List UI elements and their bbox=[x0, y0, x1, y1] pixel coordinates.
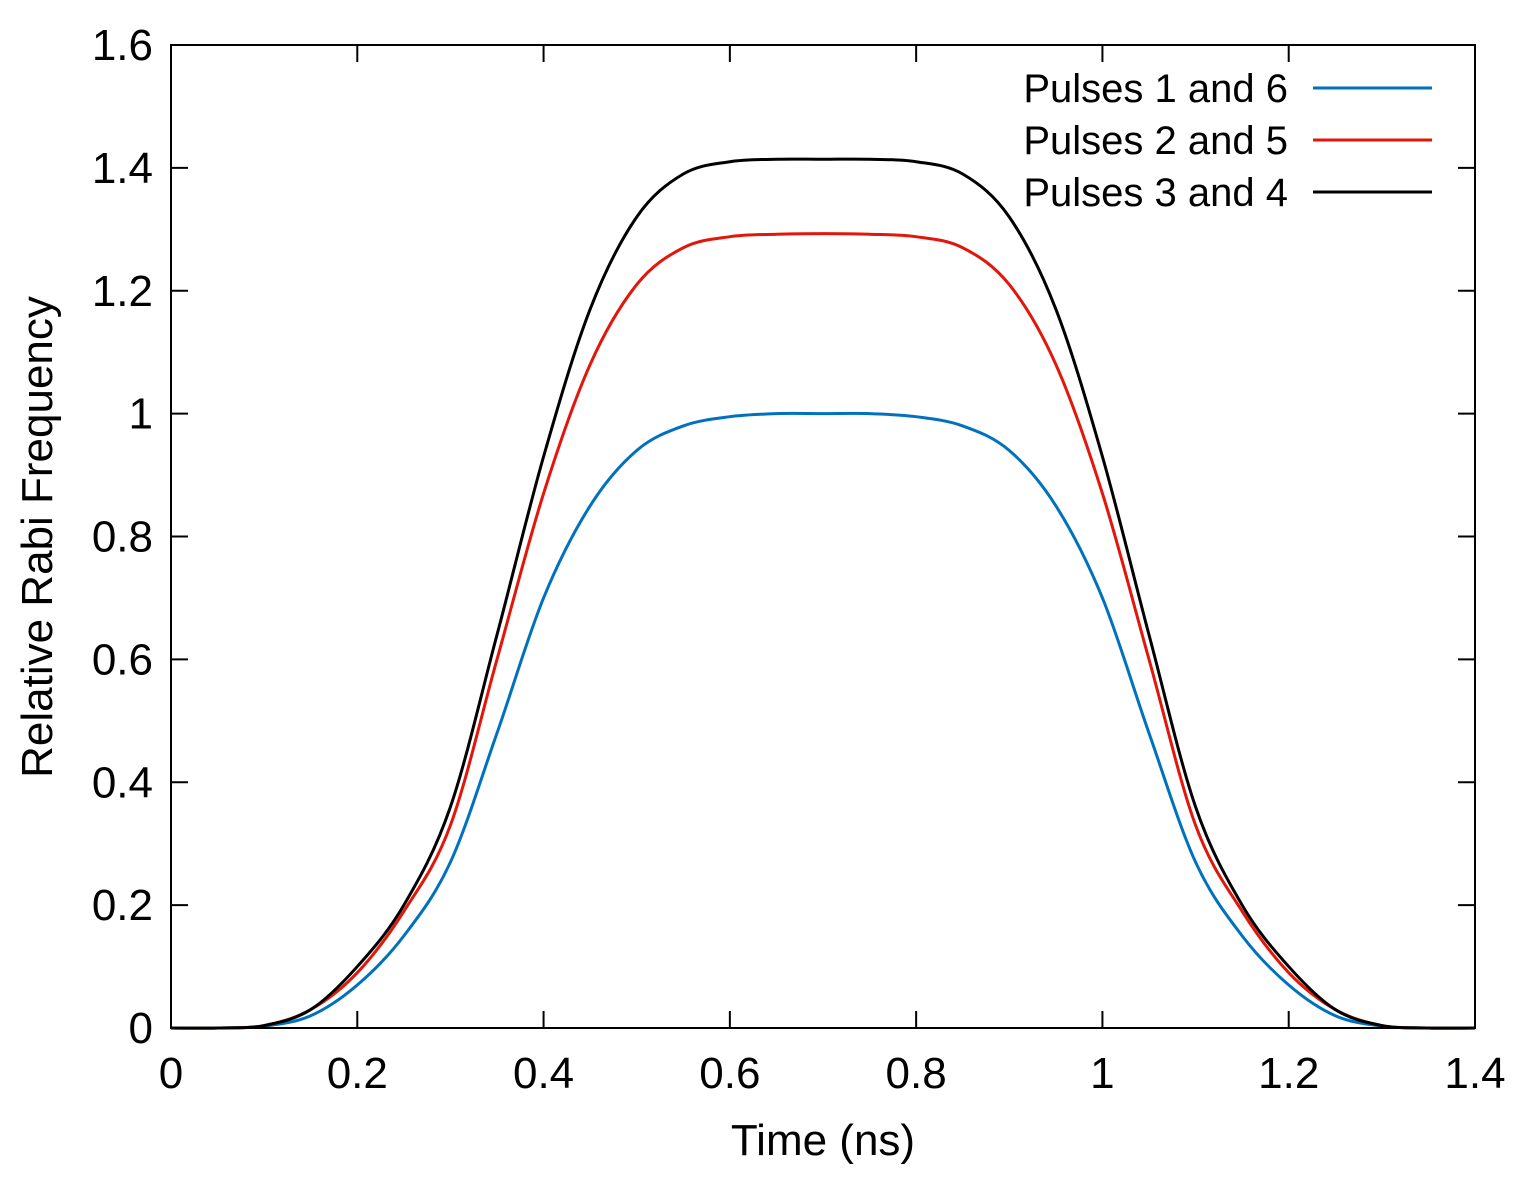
legend-label: Pulses 1 and 6 bbox=[1023, 67, 1288, 111]
y-tick-label: 1.4 bbox=[92, 144, 153, 193]
axis-ticks: 0 0.2 0.4 0.6 0.8 1 1.2 1.4 0 0.2 0.4 0.6 0.8 1 1.2 1.4… bbox=[92, 21, 1506, 1098]
y-tick-label: 0.6 bbox=[92, 635, 153, 684]
y-tick-label: 0.2 bbox=[92, 881, 153, 930]
series-line-3 bbox=[170, 157, 1476, 1030]
y-tick-label: 0.8 bbox=[92, 513, 153, 562]
x-tick-label: 0.6 bbox=[699, 1049, 760, 1098]
x-tick-label: 0 bbox=[159, 1049, 183, 1098]
x-tick-label: 1 bbox=[1090, 1049, 1114, 1098]
legend: Pulses 1 and 6 Pulses 2 and 5 Pulses 3 and… bbox=[1023, 67, 1432, 215]
series-line-1 bbox=[170, 411, 1476, 1030]
x-tick-label: 0.2 bbox=[327, 1049, 388, 1098]
y-tick-label: 0.4 bbox=[92, 758, 153, 807]
y-axis-label: Relative Rabi Frequency bbox=[13, 296, 62, 778]
x-tick-label: 1.2 bbox=[1258, 1049, 1319, 1098]
series-lines bbox=[170, 157, 1476, 1030]
y-tick-label: 1 bbox=[129, 390, 153, 439]
x-tick-label: 1.4 bbox=[1444, 1049, 1505, 1098]
y-tick-label: 1.2 bbox=[92, 267, 153, 316]
y-tick-label: 0 bbox=[129, 1004, 153, 1053]
x-tick-label: 0.4 bbox=[513, 1049, 574, 1098]
legend-label: Pulses 2 and 5 bbox=[1023, 119, 1288, 163]
x-axis-label: Time (ns) bbox=[731, 1116, 915, 1165]
x-tick-label: 0.8 bbox=[886, 1049, 947, 1098]
series-line-2 bbox=[170, 232, 1476, 1030]
y-tick-label: 1.6 bbox=[92, 21, 153, 70]
plot-frame bbox=[170, 44, 1476, 1029]
legend-label: Pulses 3 and 4 bbox=[1023, 171, 1288, 215]
